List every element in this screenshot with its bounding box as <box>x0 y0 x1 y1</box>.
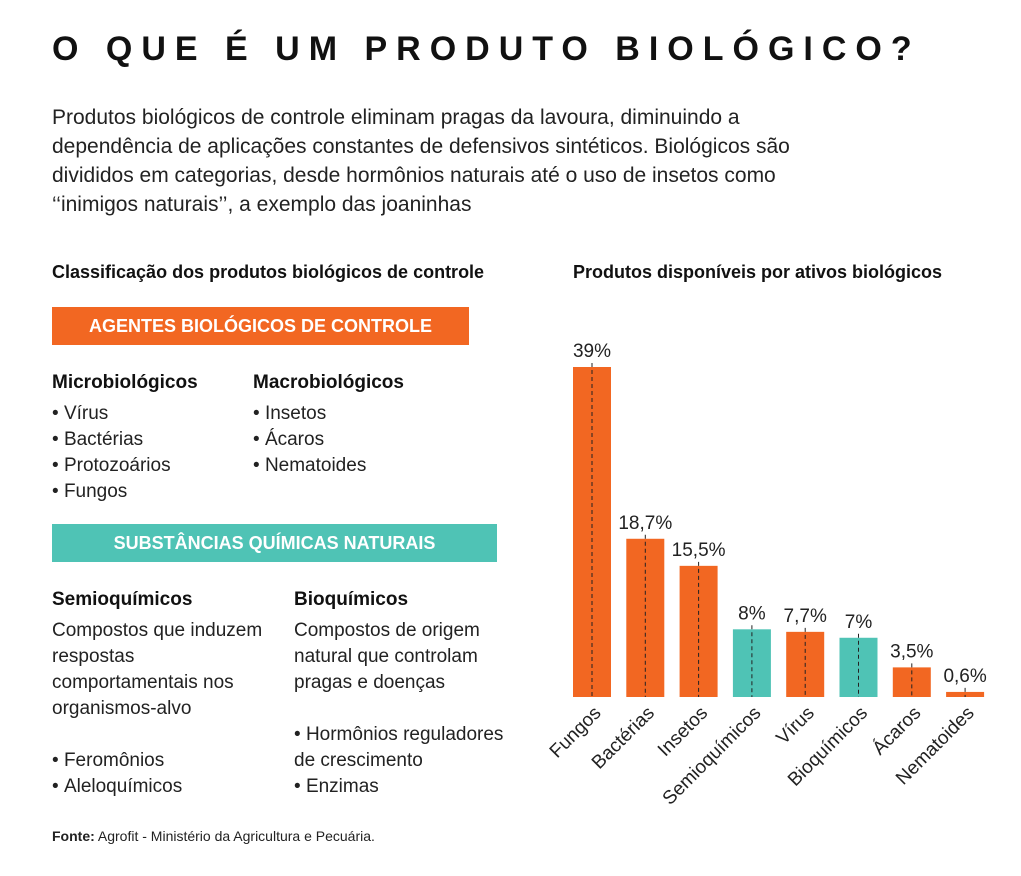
biochemicals-list: Hormônios reguladores de crescimento Enz… <box>294 722 529 800</box>
macrobiological-column: Macrobiológicos Insetos Ácaros Nematoide… <box>253 370 404 479</box>
list-item: Feromônios <box>52 748 272 774</box>
list-item: Insetos <box>253 401 404 427</box>
list-item: Aleloquímicos <box>52 774 272 800</box>
list-item: Hormônios reguladores de crescimento <box>294 722 529 774</box>
biochemicals-column: Bioquímicos Compostos de origem natural … <box>294 587 529 800</box>
semiochemicals-list: Feromônios Aleloquímicos <box>52 748 272 800</box>
bar-value-label: 7% <box>845 612 873 633</box>
semiochemicals-title: Semioquímicos <box>52 589 193 610</box>
bar <box>839 637 878 697</box>
bar-chart: 39%Fungos18,7%Bactérias15,5%Insetos8%Sem… <box>546 341 987 810</box>
page-title: O QUE É UM PRODUTO BIOLÓGICO? <box>52 30 921 68</box>
source-note: Fonte: Agrofit - Ministério da Agricultu… <box>52 828 375 844</box>
bar-value-label: 7,7% <box>784 606 827 627</box>
biochemicals-description: Compostos de origem natural que controla… <box>294 620 480 693</box>
list-item: Enzimas <box>294 774 529 800</box>
bar-value-label: 8% <box>738 603 766 624</box>
microbiological-column: Microbiológicos Vírus Bactérias Protozoá… <box>52 370 198 505</box>
microbiological-list: Vírus Bactérias Protozoários Fungos <box>52 401 198 505</box>
bar-value-label: 0,6% <box>943 666 986 687</box>
macrobiological-list: Insetos Ácaros Nematoides <box>253 401 404 479</box>
source-label: Fonte: <box>52 828 95 844</box>
semiochemicals-column: Semioquímicos Compostos que induzem resp… <box>52 587 272 800</box>
list-item: Fungos <box>52 479 198 505</box>
list-item: Ácaros <box>253 427 404 453</box>
semiochemicals-description: Compostos que induzem respostas comporta… <box>52 620 263 719</box>
biochemicals-title: Bioquímicos <box>294 589 409 610</box>
x-tick-label: Semioquímicos <box>659 703 766 810</box>
list-item: Protozoários <box>52 453 198 479</box>
bar <box>946 691 985 697</box>
macrobiological-title: Macrobiológicos <box>253 372 404 393</box>
bar-value-label: 18,7% <box>618 513 672 534</box>
chart-title: Produtos disponíveis por ativos biológic… <box>573 262 943 282</box>
list-item: Nematoides <box>253 453 404 479</box>
source-text: Agrofit - Ministério da Agricultura e Pe… <box>97 828 375 844</box>
bar <box>626 538 665 697</box>
list-item: Vírus <box>52 401 198 427</box>
intro-text: Produtos biológicos de controle eliminam… <box>52 106 790 216</box>
microbiological-title: Microbiológicos <box>52 372 198 393</box>
list-item: Bactérias <box>52 427 198 453</box>
bar-value-label: 39% <box>573 341 611 362</box>
bar-value-label: 15,5% <box>672 540 726 561</box>
x-tick-label: Vírus <box>773 703 819 749</box>
classification-heading: Classificação dos produtos biológicos de… <box>52 262 485 282</box>
agents-banner: AGENTES BIOLÓGICOS DE CONTROLE <box>52 307 469 345</box>
bar-value-label: 3,5% <box>890 641 933 662</box>
substances-banner: SUBSTÂNCIAS QUÍMICAS NATURAIS <box>52 524 497 562</box>
